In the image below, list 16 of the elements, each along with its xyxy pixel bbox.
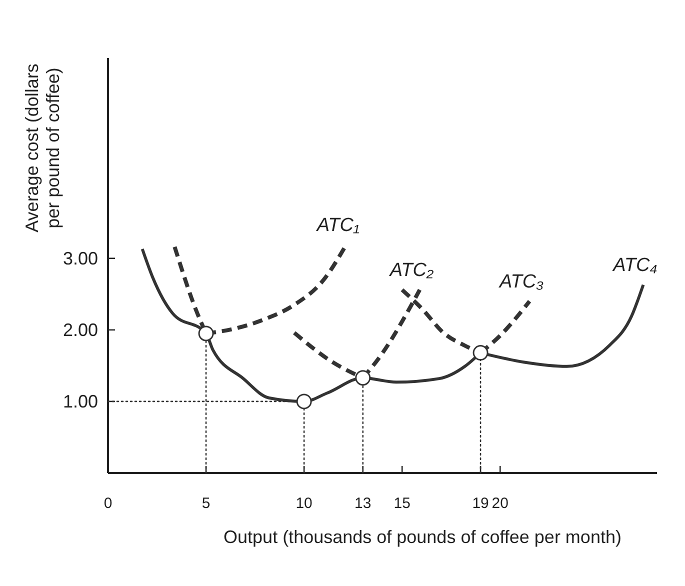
x-axis-title: Output (thousands of pounds of coffee per month)	[224, 527, 622, 547]
y-tick-label: 1.00	[62, 391, 98, 412]
x-tick-label: 10	[296, 495, 312, 512]
x-tick-label: 5	[202, 495, 210, 512]
y-tick-label: 2.00	[62, 320, 98, 340]
series-label: ATC₁	[316, 214, 360, 236]
y-axis-title: Average cost (dollars per pound of coffee)	[22, 64, 63, 232]
series-label: ATC₃	[498, 271, 544, 292]
x-tick-label: 0	[104, 495, 112, 512]
x-tick-label: 15	[394, 495, 410, 512]
series-label: ATC₂	[388, 260, 434, 281]
x-tick-label: 13	[354, 495, 372, 512]
x-tick-label: 20	[492, 495, 508, 512]
x-tick-label: 19	[472, 495, 489, 512]
y-tick-label: 3.00	[62, 248, 98, 268]
series-label: ATC₄	[612, 254, 658, 276]
